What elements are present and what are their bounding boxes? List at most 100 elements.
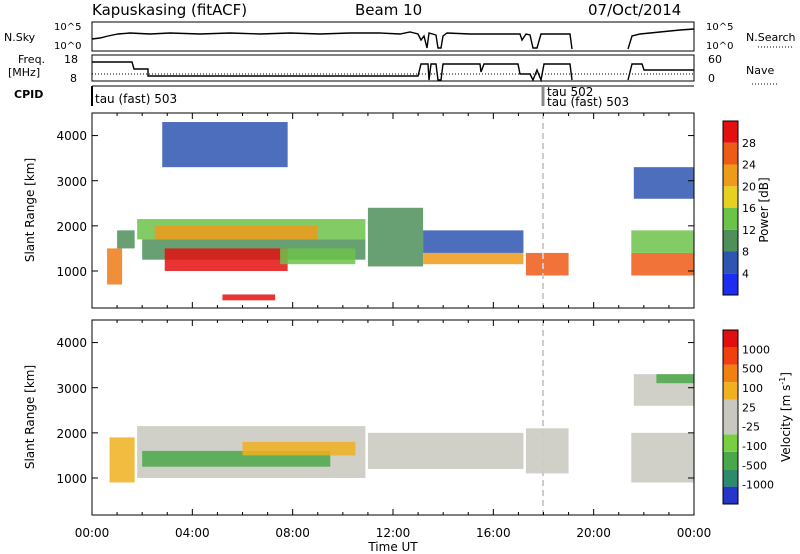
velocity-region-6 (631, 432, 694, 483)
velocity-colorbar-swatch-9 (723, 330, 738, 348)
velocity-colorbar-tick-5: -100 (742, 440, 767, 453)
time-axis-tick-3: 12:00 (376, 526, 411, 540)
power-region-4 (164, 248, 288, 271)
velocity-colorbar-label: Velocity [m s-1] (778, 372, 793, 462)
power-region-9 (423, 230, 524, 253)
power-colorbar-swatch-1 (723, 251, 738, 274)
velocity-region-8 (656, 374, 694, 384)
velocity-region-3 (242, 441, 356, 456)
time-axis-tick-5: 20:00 (576, 526, 611, 540)
date-title: 07/Oct/2014 (588, 1, 681, 19)
power-region-10 (423, 252, 524, 265)
nsky-frame (91, 21, 695, 52)
beam-title: Beam 10 (355, 1, 422, 19)
time-axis-tick-2: 08:00 (275, 526, 310, 540)
velocity-colorbar-tick-6: -500 (742, 459, 767, 472)
freq-trace (92, 61, 694, 83)
velocity-colorbar-swatch-5 (723, 399, 738, 417)
power-colorbar-tick-4: 20 (742, 180, 756, 193)
freq-tick-top-right: 60 (708, 53, 722, 66)
power-region-11 (525, 252, 569, 276)
velocity-colorbar-tick-2: 100 (742, 382, 763, 395)
power-region-14 (633, 167, 694, 199)
freq-panel: Freq. [MHz] 18 8 60 0 Nave (8, 53, 778, 85)
power-colorbar-swatch-3 (723, 208, 738, 230)
velocity-colorbar-tick-0: 1000 (742, 343, 770, 356)
time-axis-labels: 00:00 04:00 08:00 12:00 16:00 20:00 00:00 (75, 526, 712, 540)
power-colorbar-swatch-4 (723, 186, 738, 208)
freq-tick-bottom-right: 0 (708, 72, 715, 85)
velocity-colorbar-swatch-2 (723, 451, 738, 470)
velocity-colorbar-swatch-6 (723, 382, 738, 400)
velocity-region-0 (109, 437, 135, 483)
cpid-label: CPID (14, 88, 43, 101)
nsky-tick-top-right: 10^5 (706, 22, 733, 33)
power-colorbar-frame (722, 120, 739, 296)
power-colorbar-swatch-7 (723, 121, 738, 143)
velocity-colorbar-tick-1: 500 (742, 363, 763, 376)
velocity-panel: Slant Range [km] 1000 2000 3000 4000 (23, 319, 695, 516)
cpid-segment-2: tau 502 (547, 85, 593, 99)
power-colorbar-tick-2: 12 (742, 224, 756, 237)
nsky-label: N.Sky (4, 31, 36, 44)
time-axis-tick-6: 00:00 (677, 526, 712, 540)
nave-label: Nave (746, 64, 774, 77)
power-axis-ticks (91, 113, 695, 308)
velocity-region-5 (525, 428, 569, 474)
time-axis-title: Time UT (367, 540, 418, 554)
power-ytick-1000: 1000 (56, 265, 87, 279)
velocity-ytick-1000: 1000 (56, 472, 87, 486)
freq-label-line2: [MHz] (8, 66, 40, 79)
power-colorbar: 4 8 12 16 20 24 28 Power [dB] (722, 120, 771, 296)
power-colorbar-tick-5: 24 (742, 159, 756, 172)
velocity-colorbar-ticks: 1000 500 100 25 -25 -100 -500 -1000 (742, 343, 774, 491)
velocity-colorbar-tick-7: -1000 (742, 479, 774, 492)
velocity-ylabel: Slant Range [km] (23, 365, 37, 469)
power-colorbar-swatch-0 (723, 273, 738, 295)
power-region-12 (631, 252, 694, 276)
time-axis-tick-4: 16:00 (476, 526, 511, 540)
velocity-colorbar-swatch-1 (723, 469, 738, 487)
velocity-colorbar-swatch-4 (723, 417, 738, 435)
power-heatmap-cells (107, 122, 694, 301)
nsky-panel: N.Sky 10^5 10^0 10^5 10^0 N.Search (4, 21, 796, 52)
velocity-colorbar-frame (722, 329, 739, 505)
freq-tick-bottom-left: 8 (70, 72, 77, 85)
velocity-colorbar-tick-3: 25 (742, 401, 756, 414)
power-ytick-4000: 4000 (56, 129, 87, 143)
nsky-tick-bottom-right: 10^0 (706, 41, 733, 52)
velocity-colorbar-swatches (723, 330, 738, 504)
power-ytick-3000: 3000 (56, 175, 87, 189)
power-panel: Slant Range [km] 1000 2000 3000 4000 (23, 112, 695, 309)
velocity-ytick-3000: 3000 (56, 382, 87, 396)
cpid-segment-1: tau (fast) 503 (95, 92, 177, 106)
velocity-ytick-4000: 4000 (56, 336, 87, 350)
time-axis-tick-0: 00:00 (75, 526, 110, 540)
power-colorbar-swatch-6 (723, 142, 738, 165)
power-colorbar-tick-6: 28 (742, 137, 756, 150)
velocity-axis-ticks (91, 320, 695, 515)
velocity-colorbar-tick-4: -25 (742, 421, 760, 434)
velocity-colorbar-swatch-7 (723, 364, 738, 383)
power-colorbar-ticks: 4 8 12 16 20 24 28 (742, 137, 756, 281)
nsearch-label: N.Search (746, 31, 796, 44)
velocity-colorbar-swatch-3 (723, 434, 738, 452)
velocity-colorbar-swatch-8 (723, 347, 738, 365)
power-colorbar-tick-3: 16 (742, 202, 756, 215)
velocity-frame (91, 319, 695, 516)
velocity-colorbar: 1000 500 100 25 -25 -100 -500 -1000 Velocity [m… (722, 329, 793, 505)
power-region-13 (631, 230, 694, 253)
power-region-8 (367, 207, 424, 267)
velocity-ytick-2000: 2000 (56, 427, 87, 441)
power-colorbar-tick-1: 8 (742, 246, 749, 259)
nsky-tick-top-left: 10^5 (54, 22, 81, 33)
power-colorbar-label: Power [dB] (757, 177, 771, 242)
velocity-region-4 (367, 432, 524, 469)
cpid-panel: CPID tau (fast) 503 tau 502 tau (fast) 5… (14, 85, 694, 109)
time-axis-tick-1: 04:00 (175, 526, 210, 540)
power-ylabel: Slant Range [km] (23, 158, 37, 262)
freq-label-line1: Freq. (18, 53, 45, 66)
velocity-colorbar-label-close: ] (779, 372, 793, 377)
power-colorbar-swatches (723, 121, 738, 295)
